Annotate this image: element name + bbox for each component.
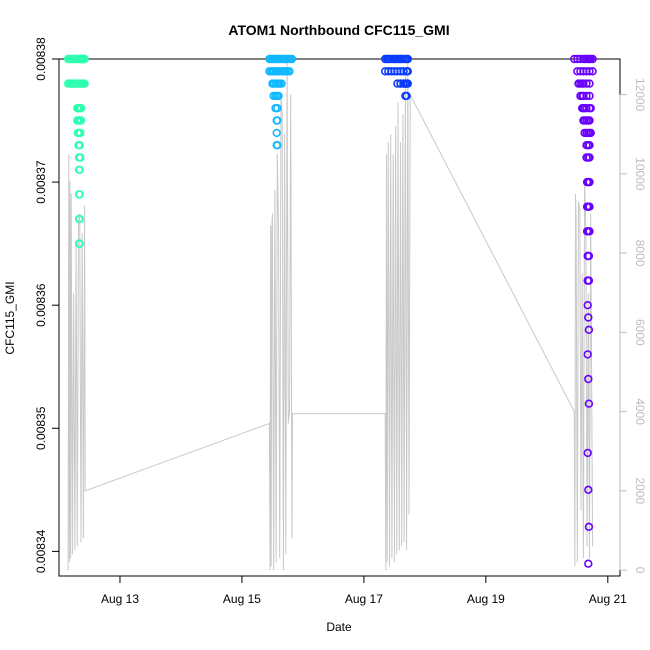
data-point: [76, 128, 85, 138]
data-point: [582, 103, 591, 113]
data-point: [584, 522, 594, 531]
left-tick-label: 0.00838: [34, 37, 48, 81]
data-point: [585, 141, 594, 150]
data-point: [584, 485, 593, 494]
data-point: [277, 79, 286, 88]
data-point: [584, 559, 593, 568]
series-4: [570, 54, 597, 568]
series-2: [265, 54, 297, 150]
data-point: [273, 103, 282, 113]
data-point: [586, 103, 595, 113]
data-point: [584, 276, 594, 285]
data-point: [403, 54, 412, 64]
left-tick-label: 0.00837: [34, 160, 48, 204]
left-tick-label: 0.00836: [34, 283, 48, 327]
data-point: [272, 141, 281, 150]
right-tick-label: 0: [633, 567, 647, 574]
data-point: [75, 165, 84, 175]
points-layer: [63, 54, 597, 568]
data-point: [583, 350, 592, 359]
data-point: [586, 128, 595, 138]
data-point: [75, 190, 84, 199]
data-point: [588, 54, 597, 64]
data-point: [76, 153, 85, 162]
altitude-layer: [67, 62, 594, 571]
series-1: [63, 54, 89, 248]
data-point: [582, 79, 591, 88]
data-point: [285, 67, 294, 76]
data-point: [583, 448, 592, 458]
data-point: [585, 153, 594, 162]
data-point: [273, 116, 282, 125]
data-point: [584, 325, 594, 334]
data-point: [585, 202, 594, 211]
bottom-tick-label: Aug 15: [223, 592, 261, 606]
bottom-tick-label: Aug 19: [467, 592, 505, 606]
data-point: [75, 141, 84, 150]
bottom-tick-label: Aug 21: [589, 592, 627, 606]
series-3: [381, 54, 412, 101]
right-axis: 0 2000 4000 6000 8000 10000 12000: [619, 78, 647, 574]
data-point: [75, 239, 84, 248]
data-point: [402, 79, 411, 88]
bottom-tick-label: Aug 13: [101, 592, 139, 606]
data-point: [588, 67, 597, 76]
data-point: [584, 399, 594, 408]
data-point: [583, 301, 592, 310]
right-tick-label: 12000: [633, 78, 647, 112]
data-point: [75, 214, 84, 224]
left-axis: 0.00834 0.00835 0.00836 0.00837 0.00838: [34, 37, 60, 573]
data-point: [80, 54, 89, 64]
data-point: [585, 91, 594, 101]
data-point: [585, 227, 594, 236]
data-point: [584, 251, 594, 261]
bottom-axis: Aug 13 Aug 15 Aug 17 Aug 19 Aug 21: [101, 575, 627, 606]
data-point: [584, 313, 593, 322]
data-point: [274, 91, 283, 101]
data-point: [584, 374, 593, 384]
data-point: [585, 177, 594, 187]
y-axis-label: CFC115_GMI: [3, 281, 17, 354]
right-tick-label: 2000: [633, 477, 647, 504]
data-point: [287, 54, 297, 64]
altitude-line: [67, 62, 594, 571]
chart-title: ATOM1 Northbound CFC115_GMI: [228, 22, 449, 38]
data-point: [585, 116, 594, 125]
left-tick-label: 0.00835: [34, 406, 48, 450]
right-tick-label: 6000: [633, 319, 647, 346]
bottom-tick-label: Aug 17: [345, 592, 383, 606]
left-tick-label: 0.00834: [34, 529, 48, 573]
right-tick-label: 8000: [633, 240, 647, 267]
data-point: [402, 91, 411, 101]
right-tick-label: 4000: [633, 398, 647, 425]
data-point: [585, 79, 594, 88]
data-point: [582, 91, 591, 101]
data-point: [76, 116, 86, 125]
data-point: [403, 67, 412, 76]
data-point: [399, 67, 408, 76]
plot-box: [58, 58, 621, 577]
right-tick-label: 10000: [633, 157, 647, 191]
data-point: [76, 103, 86, 113]
data-point: [80, 79, 89, 88]
data-point: [272, 128, 281, 138]
x-axis-label: Date: [326, 620, 352, 634]
data-point: [585, 67, 594, 76]
